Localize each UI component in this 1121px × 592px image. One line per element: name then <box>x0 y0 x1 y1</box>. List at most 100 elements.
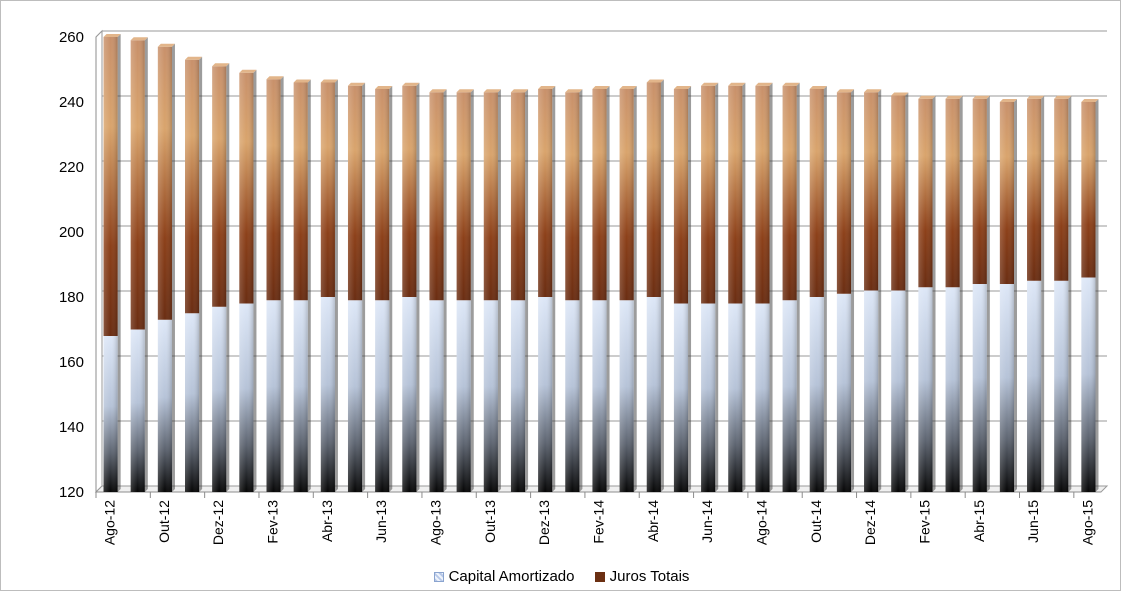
bar-shade-Nov-13 <box>510 92 526 492</box>
bar-shade-Fev-14 <box>592 89 607 492</box>
y-tick-label-240: 240 <box>59 94 84 111</box>
x-tick-label-Dez-14: Dez-14 <box>862 500 878 545</box>
bar-top-Abr-15 <box>972 95 990 99</box>
bar-side-Abr-13 <box>334 79 338 492</box>
legend-swatch-capital <box>433 571 444 582</box>
gridline-260 <box>95 30 1107 38</box>
bar-top-Out-12 <box>157 43 175 47</box>
bar-side-Ago-15 <box>1095 99 1099 492</box>
bar-top-Fev-15 <box>918 95 936 99</box>
bar-side-Dez-13 <box>552 86 556 492</box>
bar-top-Nov-12 <box>185 56 203 60</box>
bar-side-Ago-14 <box>769 82 773 492</box>
bar-top-Out-13 <box>483 89 501 93</box>
bar-side-Mai-15 <box>1013 99 1017 492</box>
bar-shade-Abr-15 <box>972 98 987 492</box>
bar-top-Ago-14 <box>755 82 773 86</box>
bar-side-Out-12 <box>171 43 175 492</box>
bar-side-Jun-13 <box>389 86 393 492</box>
y-tick-labels: 120 140 160 180 200 220 240 260 <box>59 29 84 501</box>
bars <box>103 34 1099 492</box>
bar-side-Dez-14 <box>878 89 882 492</box>
bar-top-Mai-13 <box>347 82 366 86</box>
bar-top-Jul-15 <box>1054 95 1072 99</box>
bar-side-Mar-15 <box>959 95 963 492</box>
bar-side-Jan-14 <box>579 89 583 492</box>
bar-shade-Out-13 <box>483 92 498 492</box>
bar-side-Fev-13 <box>280 76 284 492</box>
x-tick-label-Ago-12: Ago-12 <box>102 500 118 545</box>
bar-shade-Ago-14 <box>755 85 770 492</box>
x-tick-label-Fev-13: Fev-13 <box>265 500 281 544</box>
x-tick-label-Jun-14: Jun-14 <box>699 500 715 543</box>
bar-side-Ago-13 <box>443 89 447 492</box>
x-tick-labels: Ago-12 Out-12 Dez-12 Fev-13 Abr-13 Jun-13 Ago-… <box>102 500 1096 545</box>
bar-top-Jun-14 <box>701 82 719 86</box>
bar-shade-Mai-13 <box>347 85 363 492</box>
bar-top-Jul-14 <box>728 82 746 86</box>
bar-side-Out-13 <box>497 89 501 492</box>
legend-item-capital: Capital Amortizado <box>433 568 574 585</box>
bar-side-Set-12 <box>144 37 148 492</box>
bar-top-Ago-15 <box>1081 99 1099 102</box>
bar-shade-Mai-15 <box>999 102 1014 492</box>
bar-shade-Ago-12 <box>103 37 118 492</box>
bar-side-Jul-13 <box>416 82 420 492</box>
bar-side-Abr-15 <box>986 95 990 492</box>
bar-top-Dez-12 <box>212 63 230 67</box>
bar-shade-Mai-14 <box>673 89 689 492</box>
bar-shade-Dez-14 <box>864 92 879 492</box>
bar-shade-Jul-14 <box>728 85 743 492</box>
bar-top-Jan-14 <box>565 89 583 93</box>
bar-shade-Set-12 <box>130 40 145 492</box>
bar-shade-Out-14 <box>809 89 824 492</box>
bar-side-Mai-13 <box>362 82 366 492</box>
bar-shade-Set-13 <box>456 92 471 492</box>
bar-shade-Mar-15 <box>945 98 960 492</box>
bar-shade-Mar-14 <box>619 89 634 492</box>
bar-side-Mar-13 <box>307 79 311 492</box>
bar-shade-Ago-15 <box>1081 102 1096 492</box>
bar-side-Fev-14 <box>606 86 610 492</box>
bar-top-Mai-14 <box>673 86 692 89</box>
bar-top-Mar-13 <box>293 79 311 83</box>
bar-top-Nov-13 <box>510 89 529 93</box>
x-tick-label-Fev-14: Fev-14 <box>591 500 607 544</box>
x-tick-label-Ago-13: Ago-13 <box>428 500 444 545</box>
bar-side-Jun-14 <box>715 82 719 492</box>
bar-side-Jul-15 <box>1068 95 1072 492</box>
bar-side-Fev-15 <box>932 95 936 492</box>
bar-shade-Jan-13 <box>239 72 254 492</box>
y-tick-label-260: 260 <box>59 29 84 46</box>
x-tick-label-Abr-14: Abr-14 <box>645 500 661 542</box>
bar-side-Jul-14 <box>742 82 746 492</box>
bar-shade-Jun-13 <box>375 89 390 492</box>
y-tick-label-220: 220 <box>59 159 84 176</box>
bar-top-Fev-13 <box>266 76 284 80</box>
bar-top-Jan-13 <box>239 69 257 73</box>
bar-side-Nov-14 <box>851 89 855 492</box>
bar-top-Mar-14 <box>619 86 637 89</box>
bar-top-Set-12 <box>130 37 148 41</box>
bar-shade-Jan-15 <box>891 95 906 492</box>
bar-top-Dez-14 <box>864 89 882 93</box>
x-tick-label-Out-12: Out-12 <box>156 500 172 543</box>
bar-top-Set-14 <box>782 82 800 86</box>
x-tick-label-Ago-14: Ago-14 <box>753 500 769 545</box>
legend-item-juros: Juros Totais <box>594 568 689 585</box>
bar-top-Abr-13 <box>320 79 338 83</box>
legend-swatch-juros <box>594 571 605 582</box>
y-tick-label-180: 180 <box>59 289 84 306</box>
x-tick-label-Out-14: Out-14 <box>808 500 824 543</box>
bar-top-Abr-14 <box>646 79 664 83</box>
bar-shade-Mar-13 <box>293 82 308 492</box>
bar-top-Jan-15 <box>891 92 909 96</box>
bar-top-Mai-15 <box>999 99 1017 102</box>
bar-shade-Jan-14 <box>565 92 580 492</box>
bar-shade-Abr-14 <box>646 82 661 492</box>
bar-top-Mar-15 <box>945 95 963 99</box>
bar-top-Jul-13 <box>402 82 420 86</box>
bar-top-Ago-12 <box>103 34 121 37</box>
bar-side-Mar-14 <box>633 86 637 492</box>
